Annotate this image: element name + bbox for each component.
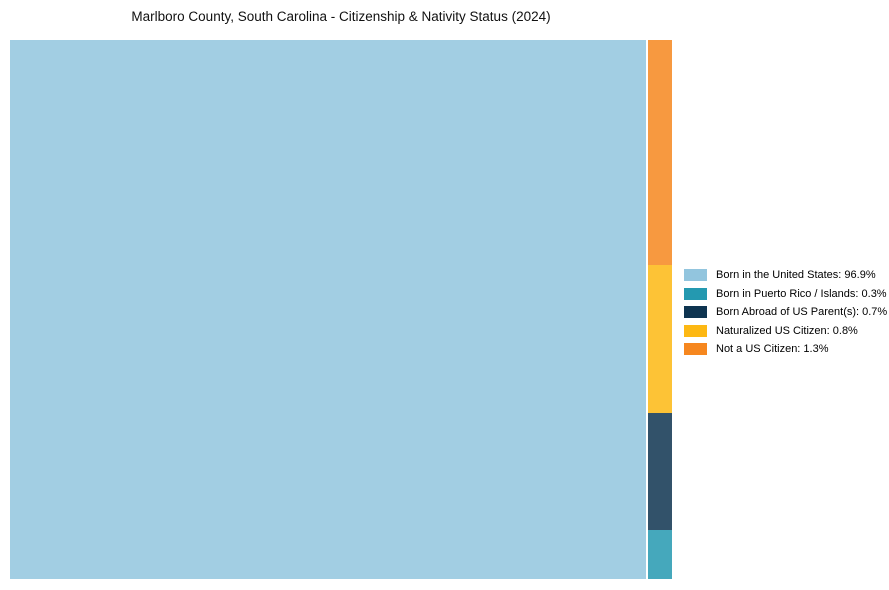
legend-item-born-in-united-states[interactable]: Born in the United States: 96.9%	[684, 266, 887, 285]
legend-item-born-in-puerto-rico-islands[interactable]: Born in Puerto Rico / Islands: 0.3%	[684, 285, 887, 304]
legend-item-label: Born Abroad of US Parent(s): 0.7%	[716, 306, 888, 319]
legend-item-born-abroad-of-us-parents[interactable]: Born Abroad of US Parent(s): 0.7%	[684, 303, 887, 322]
legend-item-naturalized-us-citizen[interactable]: Naturalized US Citizen: 0.8%	[684, 322, 887, 341]
treemap-tile-naturalized-us-citizen[interactable]	[648, 265, 672, 413]
legend-swatch-icon	[684, 287, 707, 300]
chart-title: Marlboro County, South Carolina - Citize…	[131, 9, 551, 24]
treemap-plot-area	[10, 40, 672, 579]
legend-swatch-icon	[684, 306, 707, 319]
legend-swatch-icon	[684, 269, 707, 282]
treemap-tile-not-a-us-citizen[interactable]	[648, 40, 672, 265]
legend-swatch-icon	[684, 343, 707, 356]
legend-item-not-a-us-citizen[interactable]: Not a US Citizen: 1.3%	[684, 340, 887, 359]
treemap-tile-born-in-united-states[interactable]	[10, 40, 646, 579]
treemap-tile-born-in-puerto-rico-islands[interactable]	[648, 530, 672, 579]
legend-item-label: Born in Puerto Rico / Islands: 0.3%	[716, 287, 887, 300]
treemap-tile-born-abroad-of-us-parents[interactable]	[648, 413, 672, 530]
legend: Born in the United States: 96.9% Born in…	[684, 266, 887, 359]
legend-swatch-icon	[684, 324, 707, 337]
legend-item-label: Naturalized US Citizen: 0.8%	[716, 324, 858, 337]
legend-item-label: Born in the United States: 96.9%	[716, 269, 876, 282]
legend-item-label: Not a US Citizen: 1.3%	[716, 343, 829, 356]
